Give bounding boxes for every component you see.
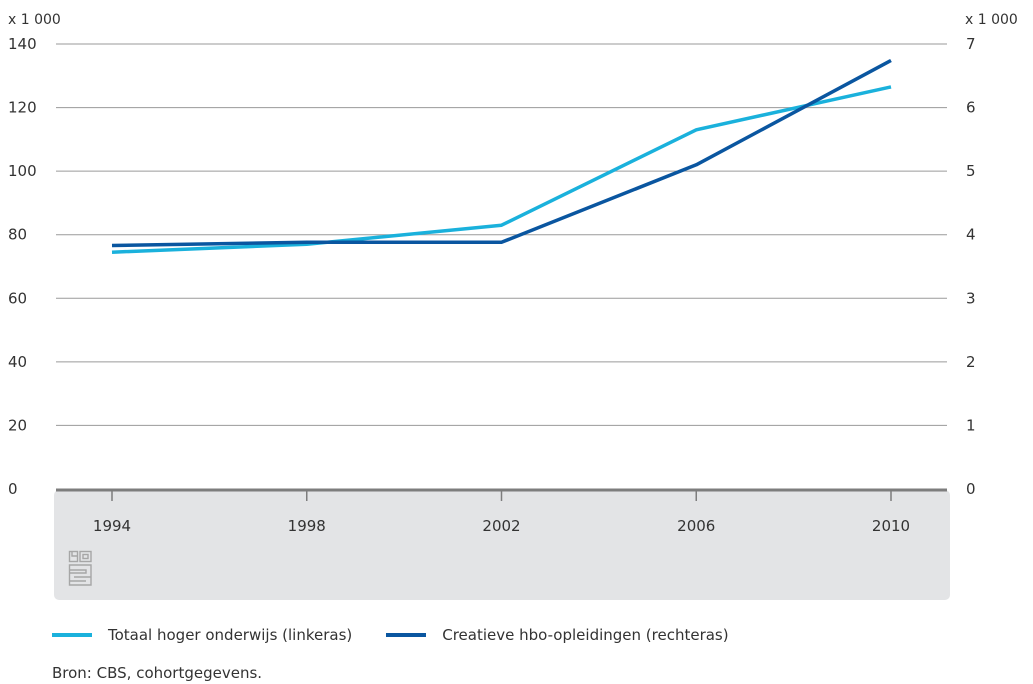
x-axis-band bbox=[54, 490, 950, 600]
y-right-tick-label: 2 bbox=[966, 353, 976, 371]
series-lines bbox=[111, 58, 892, 254]
y-left-tick-label: 0 bbox=[8, 480, 18, 498]
y-left-tick-label: 100 bbox=[8, 162, 37, 180]
y-right-tick-label: 6 bbox=[966, 99, 976, 117]
y-right-tick-label: 0 bbox=[966, 480, 976, 498]
x-tick-label: 2006 bbox=[677, 517, 715, 535]
y-right-tick-label: 7 bbox=[966, 35, 976, 53]
legend-item-creatieve: Creatieve hbo-opleidingen (rechteras) bbox=[386, 626, 729, 644]
series-line-1 bbox=[111, 85, 892, 254]
legend-label-creatieve: Creatieve hbo-opleidingen (rechteras) bbox=[442, 626, 729, 644]
y-left-unit-label: x 1 000 bbox=[8, 12, 61, 28]
y-left-tick-label: 120 bbox=[8, 99, 37, 117]
y-right-tick-label: 1 bbox=[966, 416, 976, 434]
chart: 1994 1998 2002 2006 2010 020406080100120140 … bbox=[8, 12, 1018, 600]
x-tick-label: 1998 bbox=[288, 517, 326, 535]
x-axis-ticks: 1994 1998 2002 2006 2010 bbox=[93, 490, 910, 535]
y-right-tick-label: 4 bbox=[966, 226, 976, 244]
y-right-tick-label: 5 bbox=[966, 162, 976, 180]
source-note: Bron: CBS, cohortgegevens. bbox=[52, 664, 263, 682]
y-left-tick-label: 60 bbox=[8, 289, 27, 307]
legend: Totaal hoger onderwijs (linkeras) Creati… bbox=[52, 626, 763, 644]
y-left-axis: 0 20 40 60 80 100 120 140 bbox=[8, 35, 37, 498]
series-line-2 bbox=[111, 58, 892, 248]
gridlines bbox=[56, 43, 947, 492]
x-tick-label: 2010 bbox=[872, 517, 910, 535]
y-left-tick-label: 140 bbox=[8, 35, 37, 53]
y-left-tick-label: 20 bbox=[8, 416, 27, 434]
legend-item-totaal: Totaal hoger onderwijs (linkeras) bbox=[52, 626, 352, 644]
legend-swatch-totaal bbox=[52, 633, 92, 637]
cbs-logo-icon bbox=[68, 550, 92, 586]
y-left-tick-label: 40 bbox=[8, 353, 27, 371]
y-right-unit-label: x 1 000 bbox=[965, 12, 1018, 28]
legend-swatch-creatieve bbox=[386, 633, 427, 637]
y-left-tick-label: 80 bbox=[8, 226, 27, 244]
legend-label-totaal: Totaal hoger onderwijs (linkeras) bbox=[108, 626, 353, 644]
y-right-axis: 0 1 2 3 4 5 6 7 bbox=[966, 35, 976, 498]
x-tick-label: 2002 bbox=[482, 517, 520, 535]
y-right-tick-label: 3 bbox=[966, 289, 976, 307]
x-tick-label: 1994 bbox=[93, 517, 131, 535]
